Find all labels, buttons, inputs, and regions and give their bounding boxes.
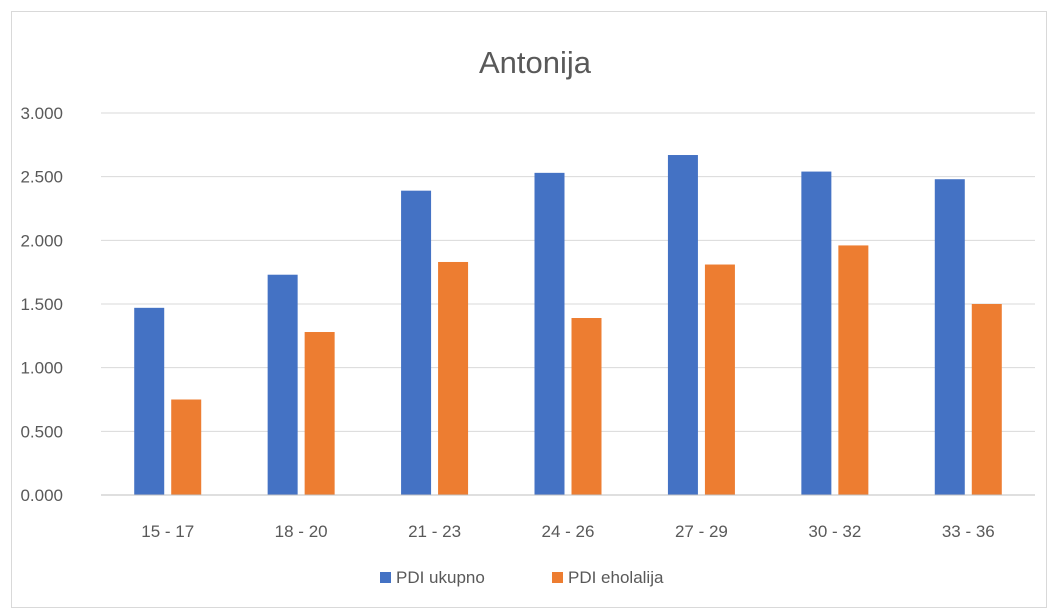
bar-pdi-ukupno <box>934 179 965 496</box>
bar-pdi-ukupno <box>134 307 165 495</box>
bar-pdi-eholalija <box>704 264 735 495</box>
bar-pdi-ukupno <box>801 171 832 495</box>
bar-pdi-eholalija <box>438 261 469 495</box>
y-tick-label: 3.000 <box>20 104 63 123</box>
bar-pdi-ukupno <box>667 155 698 495</box>
y-tick-label: 1.500 <box>20 295 63 314</box>
y-tick-label: 2.500 <box>20 168 63 187</box>
y-tick-label: 0.500 <box>20 422 63 441</box>
gridlines <box>101 112 1035 432</box>
bar-pdi-eholalija <box>571 318 602 495</box>
x-tick-label: 27 - 29 <box>675 522 728 541</box>
x-tick-label: 30 - 32 <box>808 522 861 541</box>
bars <box>134 155 1002 496</box>
x-tick-label: 24 - 26 <box>542 522 595 541</box>
chart-area <box>11 11 1047 608</box>
legend-label: PDI eholalija <box>568 568 664 587</box>
bar-pdi-eholalija <box>838 245 869 495</box>
chart-title: Antonija <box>479 45 592 80</box>
x-tick-label: 33 - 36 <box>942 522 995 541</box>
legend-swatch <box>380 572 391 583</box>
x-tick-label: 18 - 20 <box>275 522 328 541</box>
legend: PDI ukupno PDI eholalija <box>380 568 664 587</box>
x-tick-label: 21 - 23 <box>408 522 461 541</box>
bar-pdi-eholalija <box>171 399 202 495</box>
bar-pdi-ukupno <box>534 172 565 495</box>
y-axis-ticks: 0.000 0.500 1.000 1.500 2.000 2.500 3.000 <box>20 104 63 505</box>
legend-swatch <box>552 572 563 583</box>
legend-label: PDI ukupno <box>396 568 485 587</box>
bar-pdi-ukupno <box>267 274 298 495</box>
bar-pdi-eholalija <box>971 304 1002 495</box>
x-tick-label: 15 - 17 <box>141 522 194 541</box>
y-tick-label: 2.000 <box>20 231 63 250</box>
bar-pdi-eholalija <box>304 332 335 495</box>
bar-pdi-ukupno <box>401 190 432 495</box>
y-tick-label: 1.000 <box>20 359 63 378</box>
x-axis-ticks: 15 - 17 18 - 20 21 - 23 24 - 26 27 - 29 30 - … <box>141 522 995 541</box>
y-tick-label: 0.000 <box>20 486 63 505</box>
